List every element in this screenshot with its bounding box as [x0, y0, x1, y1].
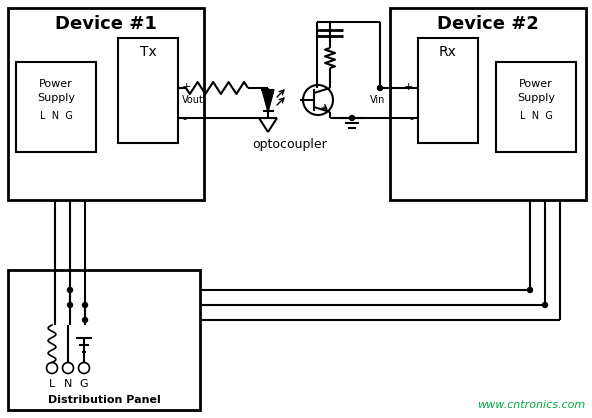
Circle shape	[67, 288, 72, 293]
Text: Power: Power	[519, 79, 553, 89]
Text: Supply: Supply	[517, 93, 555, 103]
Text: -: -	[409, 114, 413, 124]
Bar	[8, 8, 204, 200]
Text: Tx: Tx	[140, 45, 156, 59]
Text: G: G	[80, 379, 88, 389]
Bar	[390, 8, 586, 200]
Circle shape	[67, 303, 72, 308]
Bar	[118, 38, 178, 143]
Text: Device #2: Device #2	[437, 15, 539, 33]
Circle shape	[542, 303, 548, 308]
Text: L: L	[49, 379, 55, 389]
Text: L  N  G: L N G	[40, 111, 72, 121]
Text: Power: Power	[39, 79, 73, 89]
Polygon shape	[262, 90, 274, 110]
Text: -: -	[182, 114, 186, 124]
Text: Supply: Supply	[37, 93, 75, 103]
Text: Vin: Vin	[370, 95, 385, 105]
Circle shape	[82, 318, 88, 323]
Bar	[418, 38, 478, 143]
Text: N: N	[64, 379, 72, 389]
Text: www.cntronics.com: www.cntronics.com	[477, 400, 585, 410]
Text: optocoupler: optocoupler	[253, 138, 327, 151]
Bar	[8, 270, 200, 410]
Circle shape	[82, 303, 88, 308]
Circle shape	[527, 288, 532, 293]
Text: Distribution Panel: Distribution Panel	[47, 395, 160, 405]
Text: Vout: Vout	[182, 95, 204, 105]
Bar	[496, 62, 576, 152]
Text: +: +	[182, 82, 191, 92]
Bar	[16, 62, 96, 152]
Text: +: +	[404, 82, 413, 92]
Text: Rx: Rx	[439, 45, 457, 59]
Circle shape	[349, 115, 355, 120]
Text: L  N  G: L N G	[520, 111, 552, 121]
Circle shape	[378, 86, 382, 91]
Text: Device #1: Device #1	[55, 15, 157, 33]
